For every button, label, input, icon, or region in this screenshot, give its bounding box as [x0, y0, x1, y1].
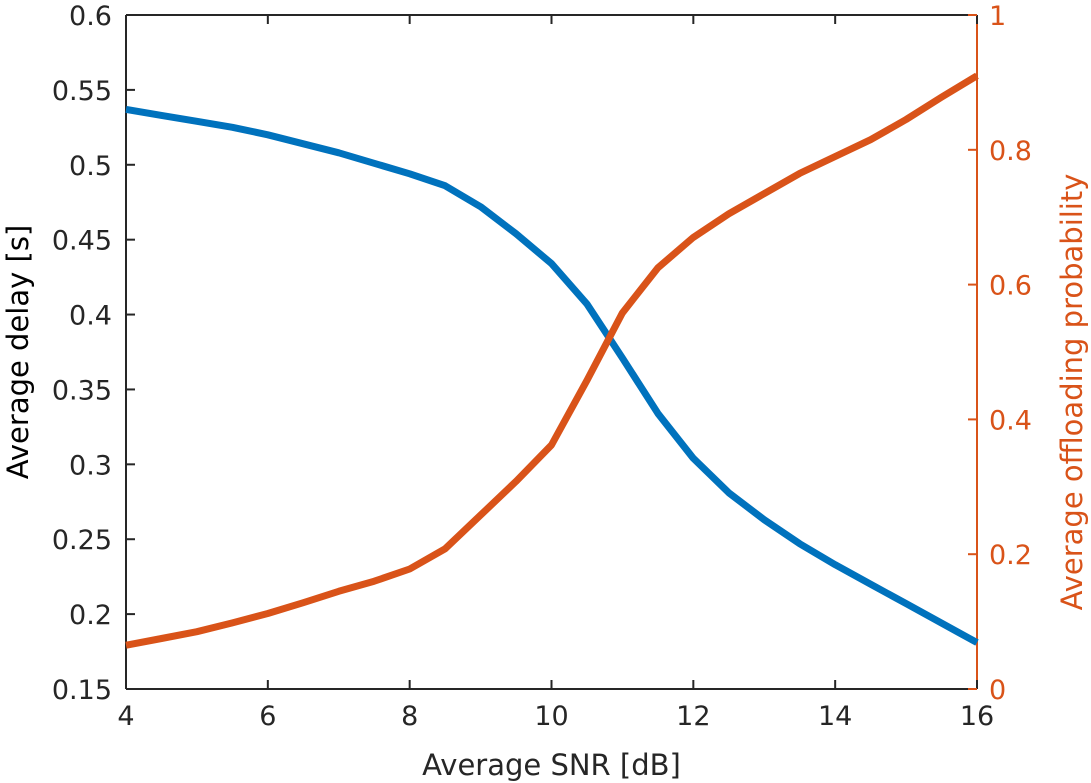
right-y-tick-label: 1: [989, 1, 1006, 32]
left-y-axis-ticks: 0.15 0.2 0.25 0.3 0.35 0.4 0.45 0.5 0.55 0.6: [52, 1, 135, 706]
left-y-axis-title: Average delay [s]: [1, 225, 35, 480]
offloading-probability-line: [125, 72, 979, 649]
plot-frame: [125, 14, 978, 690]
right-y-tick-label: 0.8: [989, 136, 1032, 167]
x-tick-label: 16: [960, 701, 994, 732]
x-tick-label: 10: [534, 701, 568, 732]
x-tick-label: 4: [117, 701, 134, 732]
x-axis-ticks: 4 6 8 10 12 14 16: [117, 15, 994, 732]
right-y-tick-label: 0: [989, 675, 1006, 706]
left-y-tick-label: 0.55: [52, 76, 112, 107]
left-y-tick-label: 0.25: [52, 525, 112, 556]
right-y-axis-ticks: 0 0.2 0.4 0.6 0.8 1: [968, 1, 1032, 706]
left-y-tick-label: 0.35: [52, 375, 112, 406]
right-y-tick-label: 0.6: [989, 271, 1032, 302]
x-axis-title: Average SNR [dB]: [422, 748, 681, 782]
left-y-tick-label: 0.4: [69, 301, 112, 332]
right-y-tick-label: 0.4: [989, 405, 1032, 436]
left-y-tick-label: 0.45: [52, 226, 112, 257]
series-layer: [125, 72, 979, 649]
x-tick-label: 8: [401, 701, 418, 732]
right-y-axis-title: Average offloading probability: [1055, 174, 1089, 611]
left-y-tick-label: 0.15: [52, 675, 112, 706]
average-delay-line: [125, 105, 979, 646]
right-y-tick-label: 0.2: [989, 540, 1032, 571]
left-y-tick-label: 0.6: [69, 1, 112, 32]
x-tick-label: 12: [676, 701, 710, 732]
left-y-tick-label: 0.5: [69, 151, 112, 182]
x-tick-label: 14: [818, 701, 852, 732]
left-y-tick-label: 0.2: [69, 600, 112, 631]
x-tick-label: 6: [259, 701, 276, 732]
left-y-tick-label: 0.3: [69, 450, 112, 481]
